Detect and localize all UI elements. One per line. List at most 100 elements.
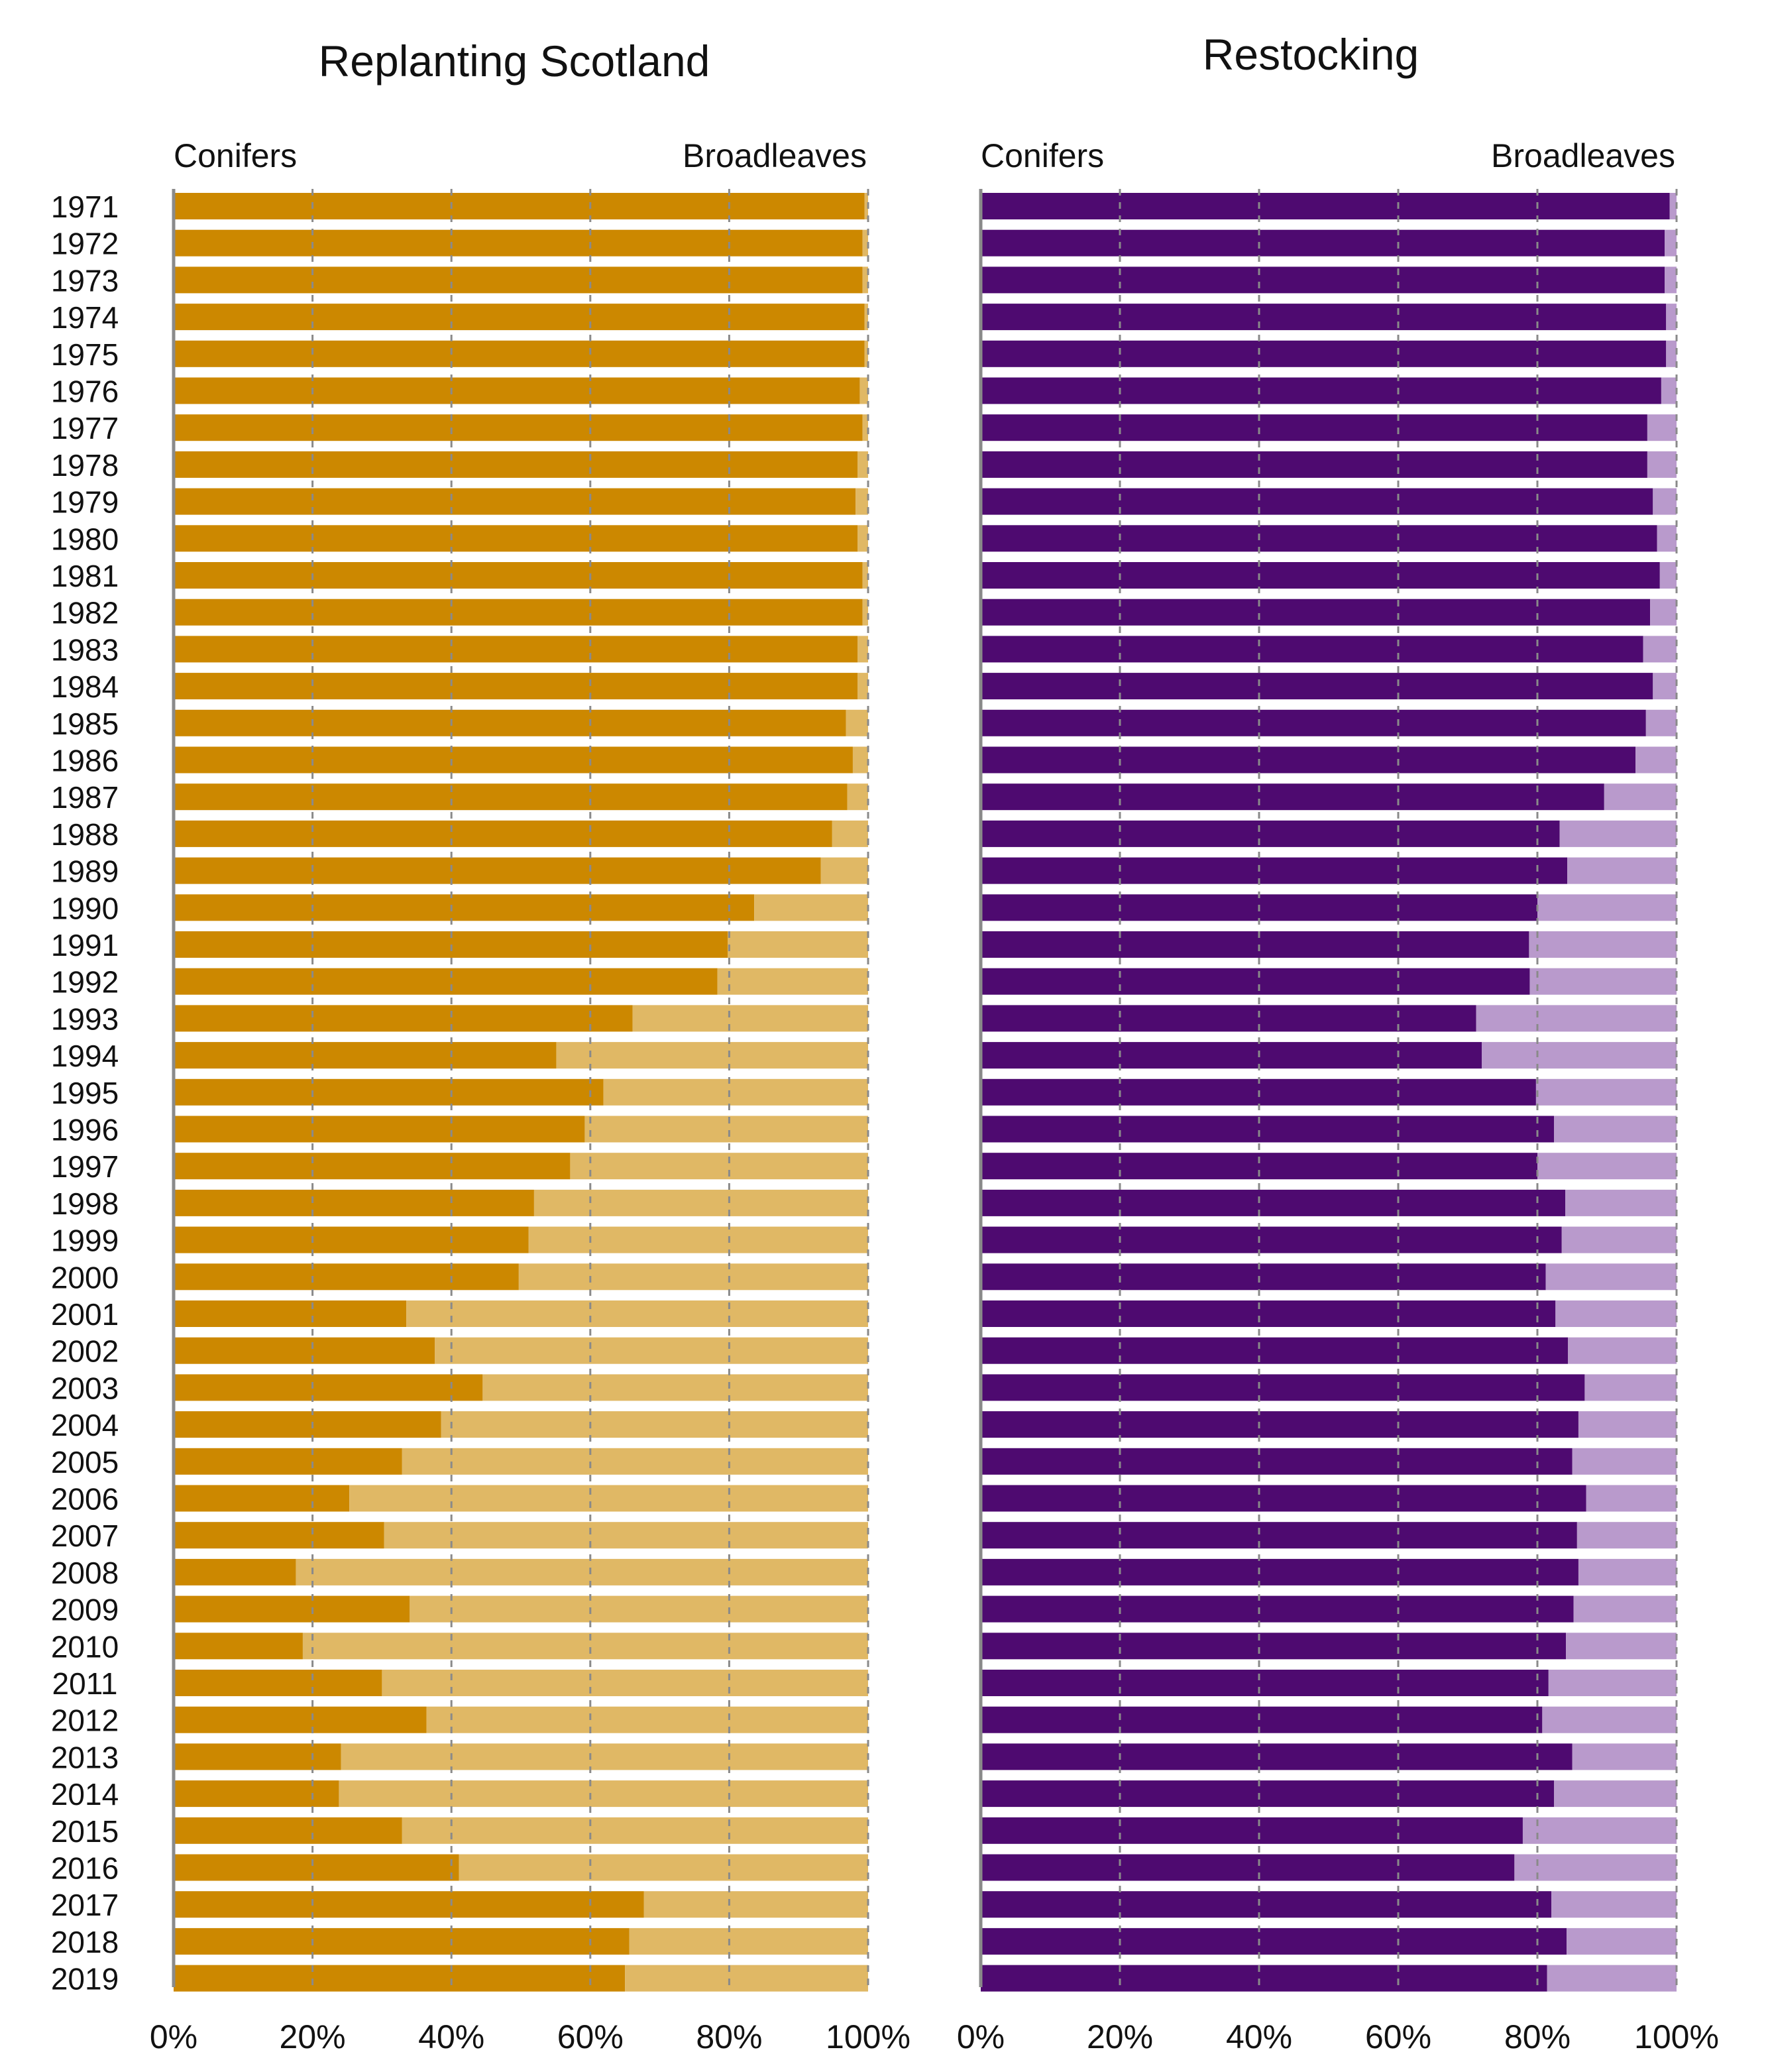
year-label: 1992 [51, 965, 119, 1000]
conifers-bar [981, 1005, 1476, 1032]
conifers-bar [981, 451, 1647, 478]
broadleaves-bar [1657, 525, 1677, 552]
year-label: 1985 [51, 707, 119, 741]
conifers-bar [981, 266, 1665, 294]
broadleaves-bar [1559, 820, 1677, 847]
broadleaves-bar [846, 709, 868, 736]
conifers-bar [981, 783, 1604, 811]
year-label: 2015 [51, 1814, 119, 1849]
conifers-bar [981, 1965, 1547, 1992]
broadleaves-bar [1522, 1817, 1677, 1844]
year-label: 1971 [51, 190, 119, 224]
conifers-bar [981, 1226, 1562, 1253]
conifers-bar [981, 340, 1667, 367]
broadleaves-bar [1537, 894, 1677, 921]
broadleaves-bar [426, 1706, 868, 1733]
year-label: 2004 [51, 1408, 119, 1442]
broadleaves-bar [1576, 1522, 1677, 1549]
conifers-bar [174, 1485, 350, 1512]
conifers-bar [174, 1153, 571, 1180]
broadleaves-bar [1567, 1928, 1677, 1955]
broadleaves-bar [1514, 1854, 1677, 1881]
x-tick-label: 20% [1087, 2018, 1153, 2055]
year-label: 2001 [51, 1297, 119, 1332]
year-label: 2019 [51, 1962, 119, 1996]
broadleaves-bar [1565, 1189, 1677, 1216]
broadleaves-bar [1535, 1078, 1677, 1106]
conifers-bar [174, 1337, 435, 1364]
year-label: 1999 [51, 1224, 119, 1258]
broadleaves-bar [629, 1928, 868, 1955]
replanting-panel: Replanting Scotland Conifers Broadleaves 0%… [150, 36, 911, 2055]
broadleaves-bar [1635, 746, 1677, 774]
conifers-bar [981, 1595, 1574, 1623]
broadleaves-bar [1643, 636, 1677, 663]
conifers-bar [174, 636, 858, 663]
conifers-bar [174, 599, 863, 626]
x-tick-label: 0% [150, 2018, 197, 2055]
conifers-bar [174, 1263, 519, 1291]
x-tick-label: 100% [1634, 2018, 1719, 2055]
conifers-bar [174, 340, 865, 367]
conifers-bar [981, 414, 1647, 441]
broadleaves-bar [584, 1116, 868, 1143]
year-label: 1982 [51, 596, 119, 630]
conifers-bar [981, 820, 1560, 847]
conifers-bar [174, 488, 856, 515]
conifers-bar [981, 599, 1651, 626]
broadleaves-bar [862, 229, 868, 257]
x-tick-labels: 0% 20% 40% 60% 80% 100% [150, 2018, 911, 2055]
conifers-bar [981, 1558, 1578, 1585]
broadleaves-bar [862, 599, 868, 626]
conifers-bar [981, 1706, 1543, 1733]
broadleaves-bar [862, 562, 868, 589]
x-tick-label: 40% [1226, 2018, 1292, 2055]
broadleaves-bar [302, 1633, 869, 1660]
gridlines [1119, 189, 1678, 1987]
broadleaves-bar [1545, 1263, 1677, 1291]
broadleaves-bar [852, 746, 868, 774]
broadleaves-bar [1529, 931, 1677, 958]
broadleaves-bar [402, 1448, 868, 1475]
x-tick-label: 80% [696, 2018, 762, 2055]
year-label: 1993 [51, 1002, 119, 1036]
conifers-bar [981, 1337, 1569, 1364]
year-label: 1989 [51, 854, 119, 889]
broadleaves-bar [1537, 1153, 1677, 1180]
conifers-bar [174, 1743, 341, 1770]
year-label: 1988 [51, 817, 119, 852]
chart-title: Replanting Scotland [319, 36, 710, 86]
conifers-bar [981, 1891, 1551, 1918]
year-label: 1979 [51, 485, 119, 520]
conifers-bar [981, 673, 1653, 700]
year-label: 2005 [51, 1445, 119, 1479]
year-label: 1996 [51, 1113, 119, 1147]
conifers-bar [174, 1891, 644, 1918]
conifers-bar [174, 1928, 630, 1955]
broadleaves-bar [1578, 1411, 1677, 1438]
conifers-bar [981, 525, 1657, 552]
broadleaves-bar [603, 1078, 868, 1106]
broadleaves-bar [435, 1337, 868, 1364]
conifers-bar [981, 636, 1643, 663]
broadleaves-bar [1572, 1448, 1677, 1475]
broadleaves-bar [864, 193, 868, 219]
broadleaves-bar [459, 1854, 868, 1881]
year-label: 1984 [51, 669, 119, 704]
conifers-bar [981, 193, 1670, 219]
broadleaves-bar [384, 1522, 868, 1549]
conifers-header: Conifers [174, 137, 297, 174]
conifers-bar [174, 1411, 441, 1438]
x-tick-labels: 0% 20% 40% 60% 80% 100% [957, 2018, 1719, 2055]
broadleaves-bar [1548, 1670, 1677, 1696]
year-label: 1976 [51, 374, 119, 409]
conifers-bar [981, 1670, 1549, 1696]
conifers-bar [174, 1042, 557, 1069]
conifers-header: Conifers [981, 137, 1104, 174]
year-label: 2016 [51, 1851, 119, 1886]
broadleaves-bar [1669, 193, 1677, 219]
conifers-bar [174, 562, 863, 589]
year-label: 1975 [51, 337, 119, 372]
conifers-bar [981, 1743, 1573, 1770]
conifers-bar [174, 1633, 303, 1660]
